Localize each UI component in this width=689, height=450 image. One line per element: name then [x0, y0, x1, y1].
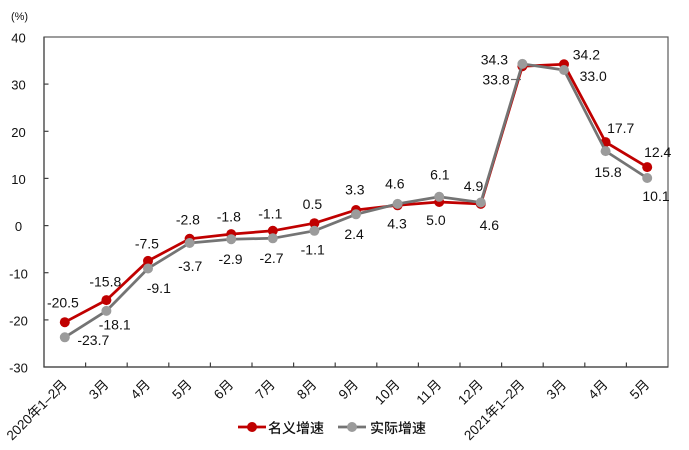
svg-text:10.1: 10.1	[642, 188, 669, 204]
svg-text:5: 5	[627, 386, 643, 402]
svg-text:-15.8: -15.8	[89, 274, 121, 290]
svg-text:11: 11	[414, 387, 435, 408]
svg-text:2021: 2021	[461, 411, 493, 443]
svg-text:-30: -30	[9, 361, 28, 376]
svg-text:-20.5: -20.5	[47, 295, 79, 311]
svg-text:4: 4	[585, 386, 601, 402]
svg-text:5.0: 5.0	[426, 212, 446, 228]
svg-text:20: 20	[11, 125, 25, 140]
svg-text:5: 5	[169, 386, 185, 402]
svg-text:33.0: 33.0	[580, 68, 607, 84]
svg-text:0: 0	[15, 219, 22, 234]
svg-text:30: 30	[11, 78, 25, 93]
svg-text:6.1: 6.1	[430, 167, 450, 183]
svg-text:-2.7: -2.7	[259, 250, 283, 266]
svg-text:4.9: 4.9	[464, 178, 484, 194]
svg-text:15.8: 15.8	[594, 164, 621, 180]
svg-text:-2.8: -2.8	[176, 211, 200, 227]
svg-text:34.3: 34.3	[481, 52, 508, 68]
svg-text:-20: -20	[9, 314, 28, 329]
svg-text:17.7: 17.7	[607, 120, 634, 136]
svg-text:6: 6	[211, 386, 227, 402]
svg-text:9: 9	[336, 386, 352, 402]
svg-text:0.5: 0.5	[303, 196, 323, 212]
svg-text:40: 40	[11, 31, 25, 46]
svg-text:4.6: 4.6	[480, 217, 500, 233]
svg-text:-3.7: -3.7	[178, 258, 202, 274]
svg-text:1–2: 1–2	[492, 386, 519, 413]
svg-text:33.8: 33.8	[482, 71, 509, 87]
svg-text:-9.1: -9.1	[147, 280, 171, 296]
svg-text:8: 8	[294, 386, 310, 402]
svg-text:34.2: 34.2	[573, 47, 600, 63]
svg-text:2020: 2020	[4, 411, 36, 443]
svg-text:2.4: 2.4	[344, 226, 364, 242]
svg-text:10: 10	[11, 172, 25, 187]
svg-text:7: 7	[252, 386, 268, 402]
svg-text:(%): (%)	[11, 11, 28, 23]
svg-text:-1.1: -1.1	[301, 241, 325, 257]
svg-text:4.6: 4.6	[385, 176, 405, 192]
svg-text:4.3: 4.3	[387, 216, 407, 232]
svg-text:-23.7: -23.7	[77, 332, 109, 348]
svg-text:3: 3	[86, 386, 102, 402]
svg-text:3: 3	[544, 386, 560, 402]
svg-text:-10: -10	[9, 266, 28, 281]
svg-text:-18.1: -18.1	[99, 317, 131, 333]
svg-text:4: 4	[128, 386, 144, 402]
svg-text:-2.9: -2.9	[218, 251, 242, 267]
svg-text:-1.1: -1.1	[258, 205, 282, 221]
svg-text:-7.5: -7.5	[135, 235, 159, 251]
svg-text:1–2: 1–2	[34, 386, 61, 413]
svg-text:12.4: 12.4	[644, 144, 671, 160]
svg-text:-1.8: -1.8	[217, 208, 241, 224]
svg-text:3.3: 3.3	[345, 181, 365, 197]
